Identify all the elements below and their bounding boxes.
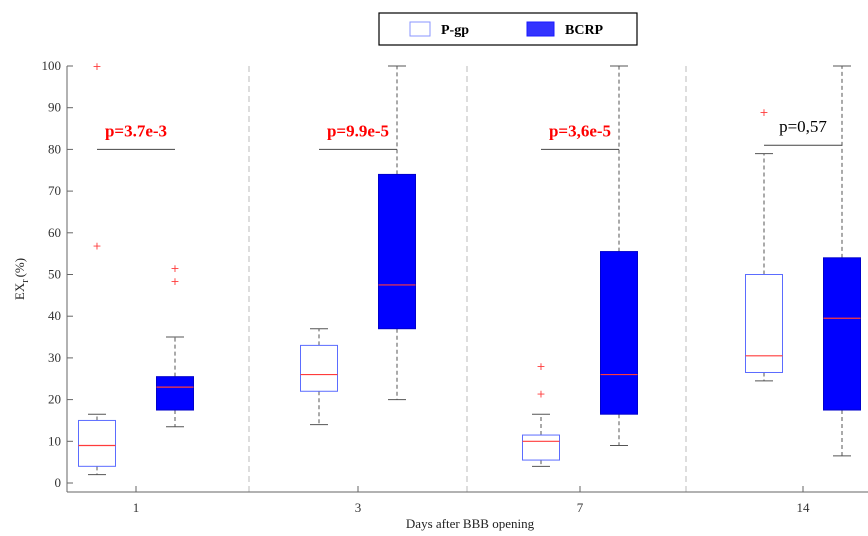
x-tick-label-3: 3 <box>355 500 362 515</box>
iqr-box-pgp-day-14 <box>745 274 783 373</box>
group-separators <box>248 66 687 492</box>
y-tick-label-50: 50 <box>48 267 61 282</box>
pvalue-day-1: p=3.7e-3 <box>105 121 167 140</box>
y-tick-label-20: 20 <box>48 392 61 407</box>
iqr-box-pgp-day-1 <box>78 419 116 467</box>
legend-swatch-bcrp <box>526 21 555 37</box>
pvalue-day-7: p=3,6e-5 <box>549 121 611 140</box>
significance-brackets: p=3.7e-3 p=9.9e-5 p=3,6e-5 p=0,57 <box>97 117 842 150</box>
y-tick-label-100: 100 <box>42 58 62 73</box>
y-tick-label-30: 30 <box>48 350 61 365</box>
outlier-pgp-day-1-2: + <box>92 60 101 73</box>
x-axis-label: Days after BBB opening <box>406 516 535 531</box>
y-axis-ticks: 0 10 20 30 40 50 60 70 80 90 100 <box>42 58 73 490</box>
y-axis-label-unit: (%) <box>12 258 27 278</box>
outlier-bcrp-day-1-1: + <box>170 275 179 288</box>
box-pgp-day-3 <box>300 328 338 426</box>
svg-text:EXr(%): EXr(%) <box>12 258 31 300</box>
legend-swatch-pgp <box>409 21 431 37</box>
box-bcrp-day-1: ++ <box>156 262 194 428</box>
y-tick-label-10: 10 <box>48 433 61 448</box>
legend-label-bcrp: BCRP <box>565 23 604 38</box>
iqr-box-bcrp-day-3 <box>378 173 416 330</box>
x-tick-label-1: 1 <box>133 500 140 515</box>
box-bcrp-day-7 <box>600 65 638 446</box>
box-pgp-day-7: ++ <box>522 360 560 467</box>
outlier-pgp-day-1-1: + <box>92 239 101 252</box>
pvalue-day-3: p=9.9e-5 <box>327 121 389 140</box>
outlier-pgp-day-14-1: + <box>759 106 768 119</box>
box-bcrp-day-14 <box>823 65 861 457</box>
x-tick-label-7: 7 <box>577 500 584 515</box>
iqr-box-bcrp-day-1 <box>156 376 194 411</box>
legend: P-gp BCRP <box>378 12 638 46</box>
y-tick-label-0: 0 <box>55 475 62 490</box>
outlier-pgp-day-7-1: + <box>536 387 545 400</box>
y-tick-label-60: 60 <box>48 225 61 240</box>
iqr-box-pgp-day-7 <box>522 434 560 461</box>
box-pgp-day-1: ++ <box>78 60 116 476</box>
iqr-box-bcrp-day-14 <box>823 257 861 411</box>
y-tick-label-80: 80 <box>48 141 61 156</box>
y-tick-label-70: 70 <box>48 183 61 198</box>
box-plots: +++++++ <box>78 60 861 476</box>
y-axis-label-main: EX <box>12 282 27 300</box>
iqr-box-pgp-day-3 <box>300 344 338 392</box>
box-pgp-day-14: + <box>745 106 783 382</box>
y-axis-label: EXr(%) <box>12 258 31 300</box>
outlier-pgp-day-7-2: + <box>536 360 545 373</box>
y-tick-label-40: 40 <box>48 308 61 323</box>
box-bcrp-day-3 <box>378 65 416 401</box>
y-axis-label-subscript: r <box>20 279 31 283</box>
x-tick-label-14: 14 <box>797 500 811 515</box>
legend-label-pgp: P-gp <box>441 23 469 38</box>
outlier-bcrp-day-1-2: + <box>170 262 179 275</box>
y-tick-label-90: 90 <box>48 100 61 115</box>
iqr-box-bcrp-day-7 <box>600 251 638 415</box>
pvalue-day-14: p=0,57 <box>779 117 827 136</box>
x-axis-ticks: 1 3 7 14 <box>133 486 810 515</box>
